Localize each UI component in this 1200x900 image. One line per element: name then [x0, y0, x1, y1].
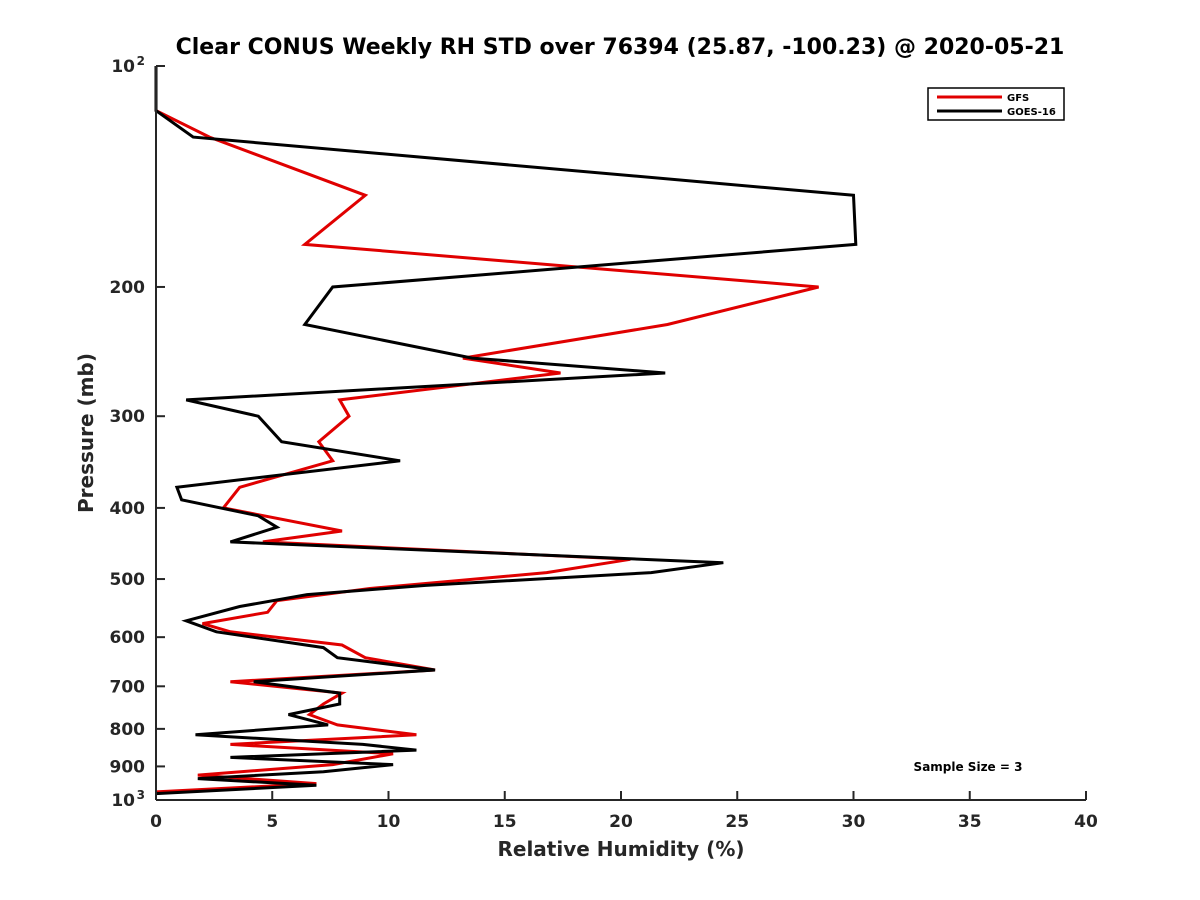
x-tick-label: 25	[725, 812, 749, 832]
x-tick-label: 40	[1074, 812, 1098, 832]
chart-title: Clear CONUS Weekly RH STD over 76394 (25…	[176, 35, 1065, 60]
x-tick-label: 15	[493, 812, 517, 832]
legend-entry-label: GOES-16	[1007, 107, 1056, 118]
y-tick-label: 10	[111, 791, 135, 811]
x-axis-label: Relative Humidity (%)	[497, 837, 744, 861]
x-tick-label: 30	[842, 812, 866, 832]
y-tick-label: 600	[110, 628, 146, 648]
series-layer	[154, 66, 858, 796]
legend-box	[927, 87, 1065, 121]
y-axis-label: Pressure (mb)	[74, 353, 98, 513]
x-ticks: 0 5 10 15 20 25 30 35 40	[150, 791, 1098, 832]
y-tick-label: 900	[110, 757, 146, 777]
y-tick-label: 10	[111, 57, 135, 77]
y-tick-label: 400	[110, 499, 146, 519]
legend: GFS GOES-16	[927, 87, 1065, 121]
sample-size-annotation: Sample Size = 3	[914, 760, 1023, 774]
y-tick-label: 300	[110, 407, 146, 427]
y-tick-label: 700	[110, 677, 146, 697]
x-tick-label: 35	[958, 812, 982, 832]
x-tick-label: 20	[609, 812, 633, 832]
y-tick-exponent: 3	[137, 788, 145, 802]
y-tick-label: 500	[110, 570, 146, 590]
x-tick-label: 5	[266, 812, 278, 832]
series-line-goes-16	[154, 66, 858, 796]
y-tick-exponent: 2	[137, 54, 145, 68]
x-tick-label: 0	[150, 812, 162, 832]
y-tick-label: 200	[110, 278, 146, 298]
x-tick-label: 10	[377, 812, 401, 832]
legend-entry-label: GFS	[1007, 93, 1029, 104]
y-tick-label: 800	[110, 720, 146, 740]
